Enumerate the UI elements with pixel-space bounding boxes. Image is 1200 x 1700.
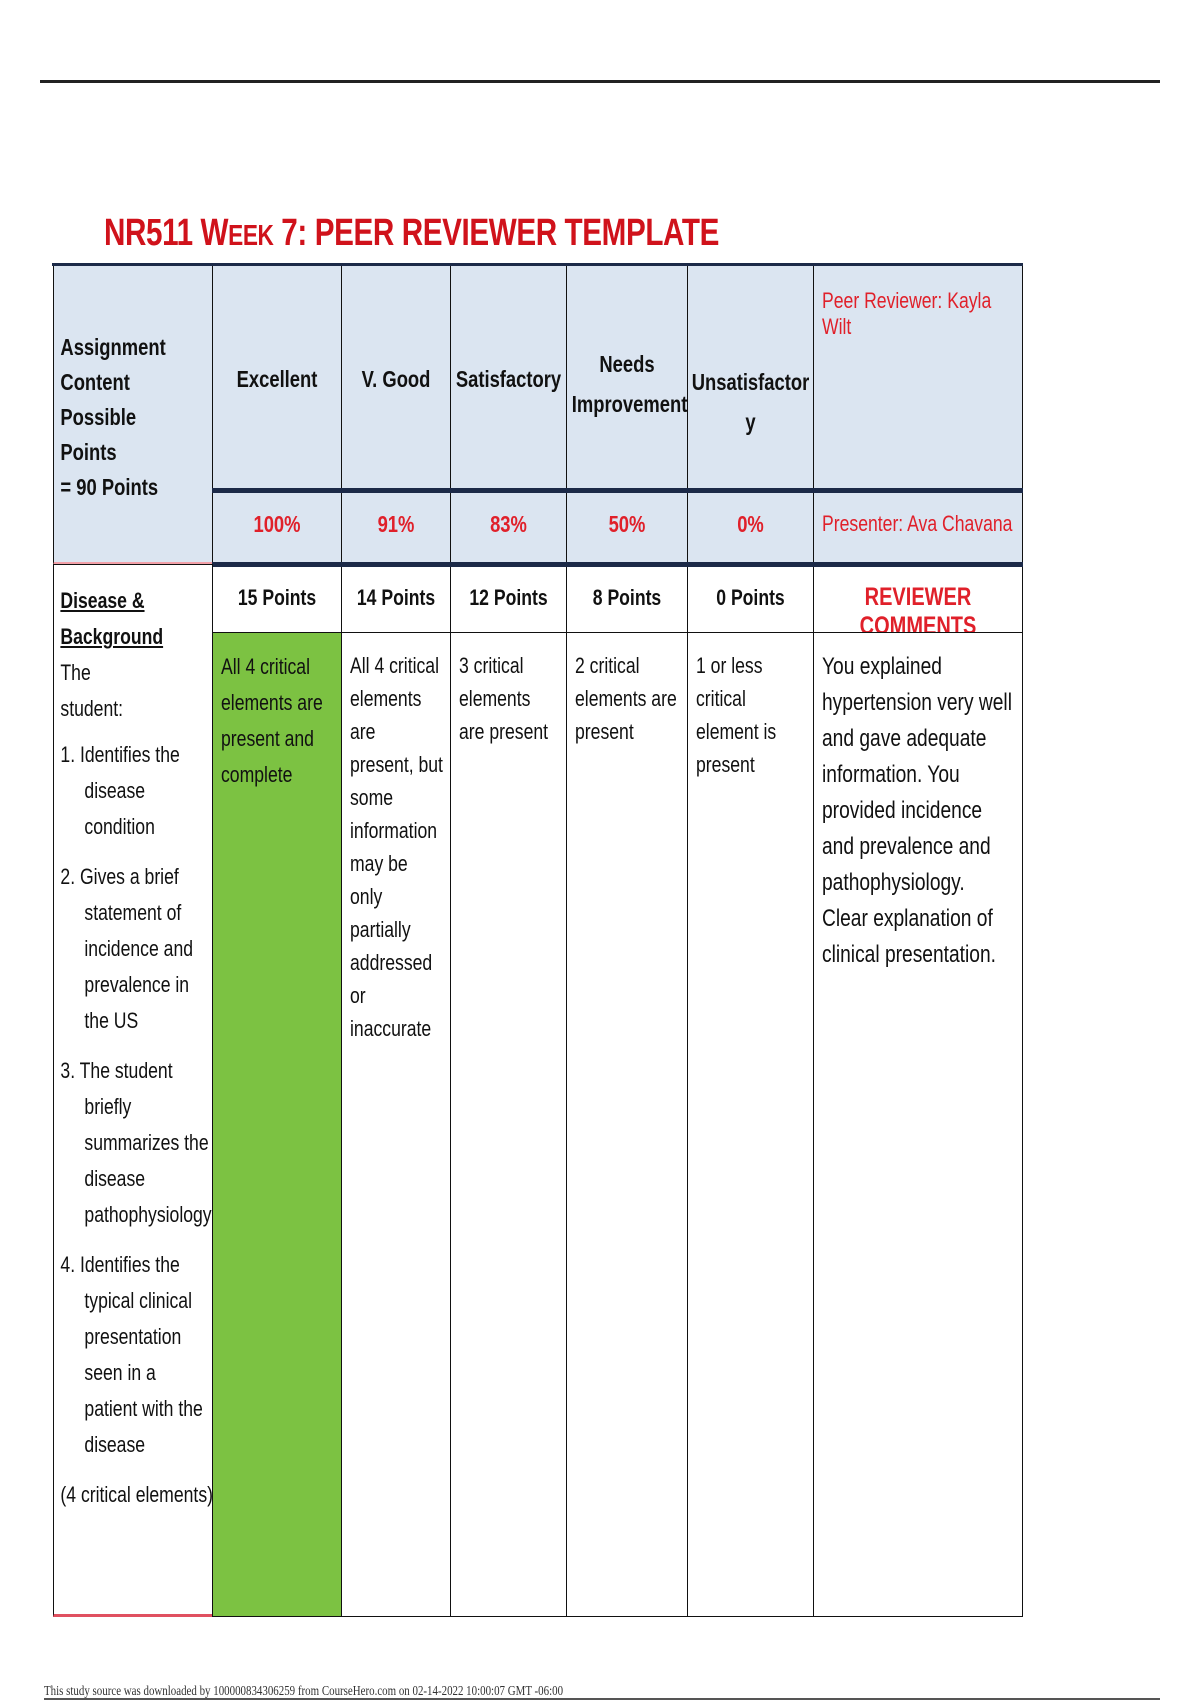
- criterion-cell: Disease & Background The student: 1. Ide…: [53, 564, 213, 1617]
- level-header-excellent: Excellent: [212, 265, 342, 491]
- level-label: Excellent: [236, 366, 318, 392]
- criterion-item: 3. The student briefly summarizes the di…: [60, 1058, 212, 1227]
- comments-header-cell: REVIEWER COMMENTS: [813, 564, 1023, 633]
- level-label: Satisfactory: [455, 366, 562, 392]
- level-header-needs-improvement: Needs Improvement: [566, 265, 688, 491]
- points-cell: 0 Points: [687, 564, 814, 633]
- header-divider: [212, 562, 1023, 567]
- descriptor-text: 3 critical elements are present: [459, 653, 549, 744]
- corner-line: Assignment: [60, 334, 166, 360]
- footer-rule: [44, 1698, 1160, 1700]
- percent-value: 0%: [737, 511, 764, 537]
- corner-line: Content Possible: [60, 369, 137, 430]
- criterion-note: (4 critical elements): [60, 1482, 213, 1507]
- criterion-items: 1. Identifies the disease condition 2. G…: [60, 737, 212, 1463]
- reviewer-comment: You explained hypertension very well and…: [822, 653, 1012, 968]
- reviewer-comment-cell[interactable]: You explained hypertension very well and…: [813, 632, 1023, 1617]
- descriptor-text: 2 critical elements are present: [575, 653, 677, 744]
- percent-cell: 100%: [212, 490, 342, 565]
- criterion-intro: The student:: [60, 660, 124, 721]
- level-header-satisfactory: Satisfactory: [450, 265, 567, 491]
- points-cell: 12 Points: [450, 564, 567, 633]
- title-small-caps: EEK: [228, 220, 274, 252]
- percent-cell: 91%: [341, 490, 451, 565]
- descriptor-cell-unsatisfactory[interactable]: 1 or less critical element is present: [687, 632, 814, 1617]
- points-value: 0 Points: [716, 585, 785, 610]
- level-label: Unsatisfactory: [691, 369, 810, 435]
- level-header-vgood: V. Good: [341, 265, 451, 491]
- header-divider: [212, 488, 1023, 493]
- criterion-item: 4. Identifies the typical clinical prese…: [60, 1252, 203, 1457]
- level-label: Needs Improvement: [571, 351, 688, 417]
- percent-cell: 83%: [450, 490, 567, 565]
- criterion-item: 1. Identifies the disease condition: [60, 742, 180, 839]
- level-header-unsatisfactory: Unsatisfactory: [687, 265, 814, 491]
- percent-value: 50%: [608, 511, 646, 537]
- points-value: 15 Points: [237, 585, 317, 610]
- points-cell: 8 Points: [566, 564, 688, 633]
- presenter-name: Presenter: Ava Chavana: [822, 511, 1013, 536]
- descriptor-text: All 4 critical elements are present, but…: [350, 653, 443, 1041]
- criterion-title: Disease & Background: [60, 588, 164, 649]
- percent-cell: 50%: [566, 490, 688, 565]
- points-value: 12 Points: [469, 585, 548, 610]
- descriptor-text: 1 or less critical element is present: [696, 653, 777, 777]
- points-cell: 14 Points: [341, 564, 451, 633]
- descriptor-cell-vgood[interactable]: All 4 critical elements are present, but…: [341, 632, 451, 1617]
- descriptor-cell-satisfactory[interactable]: 3 critical elements are present: [450, 632, 567, 1617]
- download-footer: This study source was downloaded by 1000…: [44, 1684, 564, 1699]
- header-rule: [40, 80, 1160, 83]
- title-suffix: 7: PEER REVIEWER TEMPLATE: [273, 212, 719, 254]
- comments-header: REVIEWER COMMENTS: [859, 583, 977, 633]
- points-value: 14 Points: [356, 585, 436, 610]
- presenter-cell: Presenter: Ava Chavana: [813, 490, 1023, 565]
- percent-value: 91%: [377, 511, 415, 537]
- descriptor-cell-excellent-selected[interactable]: All 4 critical elements are present and …: [212, 632, 342, 1617]
- points-value: 8 Points: [592, 585, 662, 610]
- level-label: V. Good: [361, 366, 431, 392]
- corner-line: Points: [60, 439, 117, 465]
- table-top-border: [52, 263, 1023, 266]
- peer-reviewer-cell: Peer Reviewer: Kayla Wilt: [813, 265, 1023, 491]
- page-title: NR511 WEEK 7: PEER REVIEWER TEMPLATE: [104, 212, 719, 255]
- peer-reviewer-name: Peer Reviewer: Kayla Wilt: [822, 288, 992, 339]
- descriptor-cell-needs-improvement[interactable]: 2 critical elements are present: [566, 632, 688, 1617]
- percent-value: 100%: [253, 511, 301, 537]
- descriptor-text: All 4 critical elements are present and …: [221, 654, 323, 787]
- percent-value: 83%: [490, 511, 527, 537]
- title-prefix: NR511 W: [104, 212, 229, 254]
- criterion-item: 2. Gives a brief statement of incidence …: [60, 864, 194, 1033]
- corner-header-cell: Assignment Content Possible Points = 90 …: [53, 265, 213, 565]
- points-cell: 15 Points: [212, 564, 342, 633]
- percent-cell: 0%: [687, 490, 814, 565]
- corner-line: = 90 Points: [60, 474, 159, 500]
